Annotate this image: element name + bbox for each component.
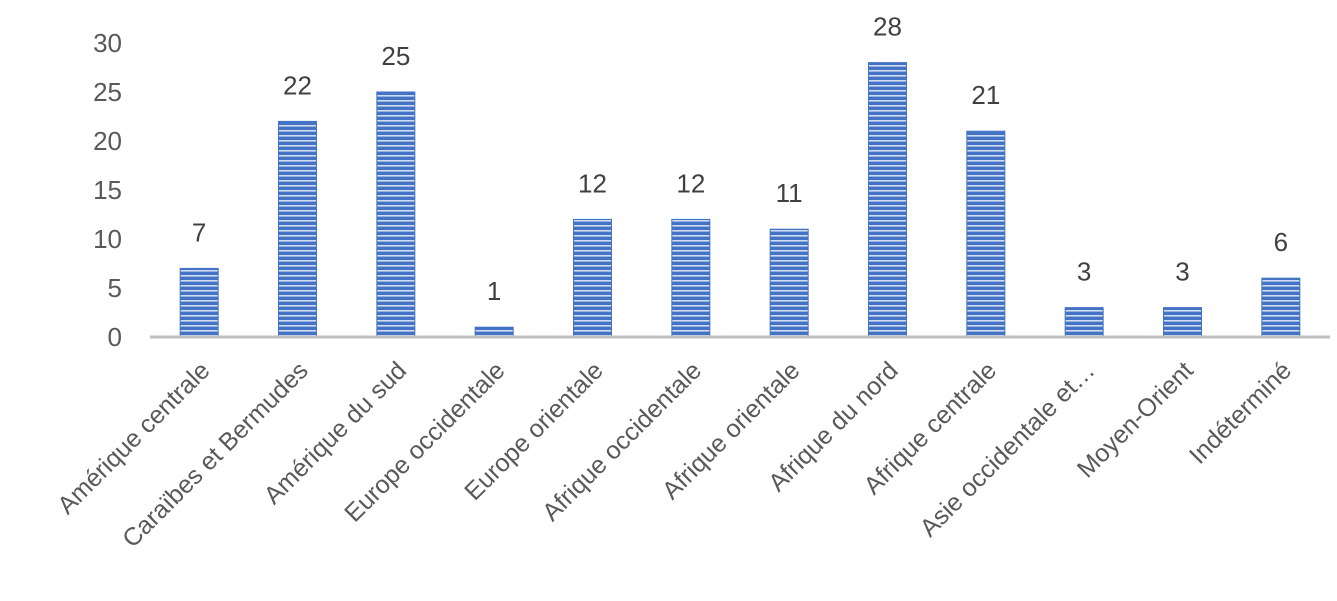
y-tick-label: 0 <box>108 322 122 352</box>
data-label: 12 <box>676 168 705 198</box>
bar <box>1261 277 1301 338</box>
data-label: 7 <box>192 217 206 247</box>
data-label: 3 <box>1077 257 1091 287</box>
category-label: Caraïbes et Bermudes <box>117 356 314 553</box>
y-tick-label: 5 <box>108 273 122 303</box>
data-label: 11 <box>776 178 803 208</box>
category-label: Indéterminé <box>1184 356 1297 469</box>
category-label: Asie occidentale et… <box>915 356 1101 542</box>
category-label: Europe occidentale <box>339 356 510 527</box>
bar <box>179 267 219 338</box>
bar <box>671 218 711 338</box>
bar <box>376 91 416 338</box>
y-tick-label: 25 <box>93 77 122 107</box>
data-label: 21 <box>971 80 1000 110</box>
bar <box>573 218 612 338</box>
bar <box>1163 307 1202 338</box>
data-label: 1 <box>487 276 501 306</box>
data-label: 28 <box>873 12 902 42</box>
bar <box>278 120 317 338</box>
data-label: 22 <box>283 70 312 100</box>
y-tick-label: 10 <box>93 224 122 254</box>
data-label: 12 <box>578 168 607 198</box>
y-tick-label: 20 <box>93 126 122 156</box>
data-labels: 7 22 25 1 12 12 11 28 21 3 3 6 <box>192 12 1288 307</box>
bar <box>966 130 1006 338</box>
bar <box>868 62 907 338</box>
y-tick-label: 15 <box>93 175 122 205</box>
bar <box>769 228 809 338</box>
data-label: 6 <box>1274 227 1288 257</box>
y-tick-label: 30 <box>93 28 122 58</box>
bars <box>179 62 1301 338</box>
bar <box>1064 307 1104 338</box>
data-label: 25 <box>381 41 410 71</box>
y-axis-tick-labels: 0 5 10 15 20 25 30 <box>93 28 122 352</box>
data-label: 3 <box>1175 257 1189 287</box>
